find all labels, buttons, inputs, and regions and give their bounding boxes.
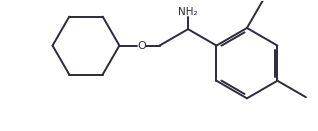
Text: O: O [137,41,146,51]
Text: NH₂: NH₂ [178,7,198,17]
